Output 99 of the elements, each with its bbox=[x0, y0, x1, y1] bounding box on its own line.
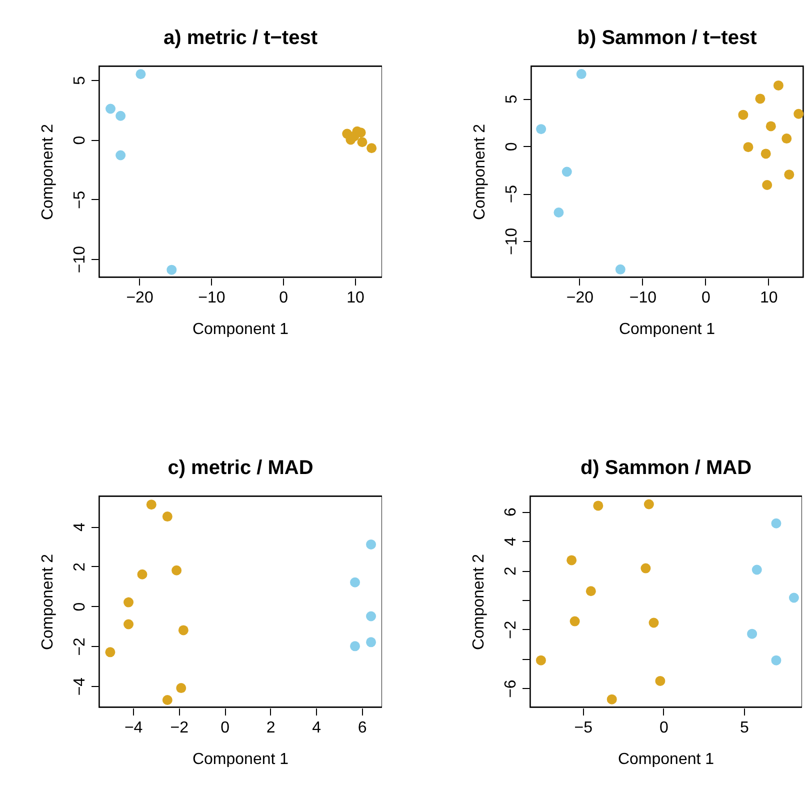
x-axis-title: Component 1 bbox=[618, 751, 714, 768]
y-tick-label: 5 bbox=[72, 76, 88, 86]
y-tick-label: 2 bbox=[502, 566, 520, 576]
point bbox=[743, 142, 754, 152]
chart-title: a) metric / t−test bbox=[164, 27, 318, 49]
x-axis-title: Component 1 bbox=[618, 321, 716, 338]
point bbox=[162, 695, 172, 706]
point bbox=[606, 694, 617, 704]
x-tick-label: 0 bbox=[659, 720, 668, 736]
point bbox=[366, 143, 377, 154]
x-tick-label: 0 bbox=[279, 290, 288, 306]
point bbox=[566, 555, 577, 566]
x-tick-label: 10 bbox=[760, 290, 778, 306]
y-tick-label: 0 bbox=[72, 602, 88, 612]
point bbox=[357, 137, 368, 148]
y-axis-title: Component 2 bbox=[40, 124, 56, 220]
x-tick-label: 4 bbox=[312, 720, 322, 736]
point bbox=[105, 647, 116, 658]
point bbox=[536, 124, 546, 134]
point bbox=[593, 500, 604, 511]
x-tick-label: −10 bbox=[198, 290, 226, 306]
y-tick-label: −10 bbox=[72, 246, 88, 274]
x-axis-title: Component 1 bbox=[192, 321, 289, 338]
point bbox=[766, 121, 776, 132]
point bbox=[615, 264, 626, 274]
x-axis-title: Component 1 bbox=[192, 751, 289, 768]
x-tick-label: 5 bbox=[740, 720, 750, 736]
y-tick-label: −5 bbox=[504, 184, 520, 204]
point bbox=[116, 150, 126, 160]
x-tick-label: −10 bbox=[629, 290, 657, 306]
point bbox=[640, 563, 651, 574]
point bbox=[554, 208, 564, 218]
point bbox=[536, 655, 546, 666]
y-tick-label: −5 bbox=[72, 190, 88, 210]
y-tick-label: −4 bbox=[72, 677, 88, 696]
point bbox=[752, 564, 762, 575]
point bbox=[136, 69, 146, 80]
point bbox=[586, 586, 596, 596]
chart-title: d) Sammon / MAD bbox=[580, 457, 752, 479]
point bbox=[576, 69, 586, 80]
point bbox=[655, 676, 666, 686]
point bbox=[350, 577, 360, 588]
chart-title: c) metric / MAD bbox=[168, 457, 314, 479]
y-tick-label: 4 bbox=[502, 537, 520, 546]
x-tick-label: −5 bbox=[574, 720, 593, 736]
point bbox=[788, 592, 799, 603]
point bbox=[784, 170, 794, 180]
point bbox=[162, 512, 172, 522]
point bbox=[366, 637, 376, 648]
point bbox=[137, 569, 148, 580]
x-tick-label: −4 bbox=[124, 720, 143, 736]
point bbox=[350, 641, 360, 652]
x-tick-label: 6 bbox=[358, 720, 367, 736]
point bbox=[366, 539, 376, 550]
x-tick-label: 2 bbox=[266, 720, 276, 736]
point bbox=[570, 616, 580, 626]
y-tick-label: 0 bbox=[504, 142, 520, 152]
point bbox=[178, 625, 188, 636]
point bbox=[773, 80, 784, 90]
y-axis-title: Component 2 bbox=[470, 554, 488, 650]
point bbox=[771, 518, 782, 528]
point bbox=[762, 180, 772, 190]
point bbox=[166, 264, 177, 275]
point bbox=[172, 565, 182, 576]
point bbox=[648, 618, 659, 628]
point bbox=[366, 611, 376, 622]
point bbox=[106, 104, 116, 114]
x-tick-label: −2 bbox=[170, 720, 189, 736]
point bbox=[771, 655, 782, 666]
x-tick-label: 0 bbox=[220, 720, 230, 736]
y-tick-label: 4 bbox=[72, 522, 88, 532]
y-tick-label: −2 bbox=[72, 637, 88, 656]
point bbox=[176, 683, 186, 694]
point bbox=[782, 134, 792, 144]
point bbox=[794, 108, 804, 119]
x-tick-label: −20 bbox=[126, 290, 154, 306]
point bbox=[116, 110, 126, 121]
point bbox=[124, 597, 134, 608]
x-tick-label: −20 bbox=[566, 290, 594, 306]
point bbox=[562, 166, 572, 177]
point bbox=[124, 619, 134, 630]
point bbox=[747, 628, 758, 639]
y-axis-title: Component 2 bbox=[472, 124, 488, 220]
y-tick-label: 5 bbox=[504, 94, 520, 104]
y-tick-label: −2 bbox=[502, 620, 520, 640]
x-tick-label: 0 bbox=[701, 290, 710, 306]
y-tick-label: −10 bbox=[504, 228, 520, 256]
y-tick-label: −6 bbox=[502, 680, 520, 698]
y-tick-label: 6 bbox=[502, 508, 520, 517]
x-tick-label: 10 bbox=[346, 290, 365, 306]
point bbox=[760, 148, 771, 159]
point bbox=[146, 500, 156, 510]
y-axis-title: Component 2 bbox=[40, 554, 56, 650]
point bbox=[644, 499, 654, 510]
y-tick-label: 0 bbox=[72, 136, 88, 145]
chart-title: b) Sammon / t−test bbox=[577, 27, 758, 49]
point bbox=[755, 94, 766, 104]
point bbox=[738, 110, 748, 120]
y-tick-label: 2 bbox=[72, 562, 88, 572]
